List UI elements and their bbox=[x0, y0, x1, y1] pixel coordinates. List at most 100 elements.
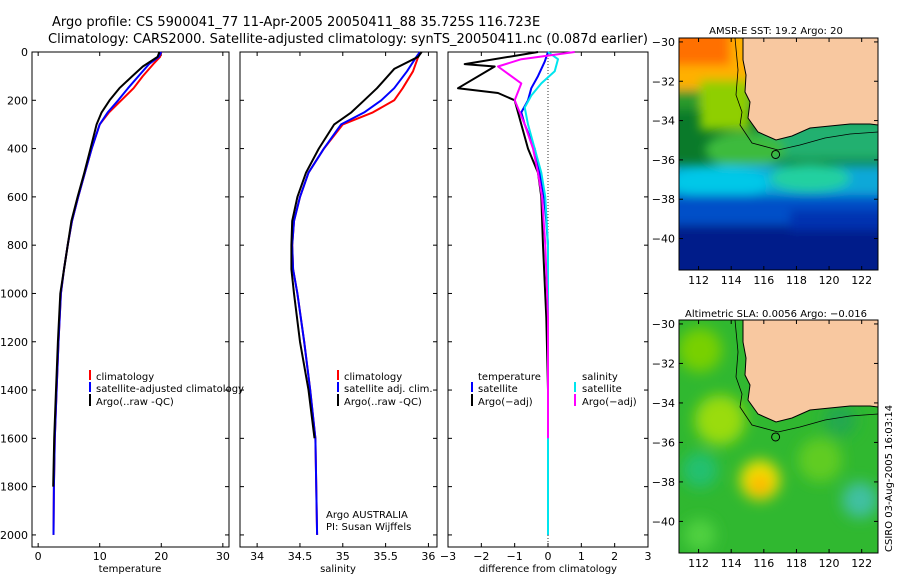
sla-shelf-contour bbox=[734, 320, 878, 433]
temperature-series bbox=[52, 51, 163, 535]
legend-label-temp-satellite: satellite bbox=[478, 384, 518, 395]
salinity-profile-panel: 34 34.5 35 35.5 36 salinity climatology sate… bbox=[239, 51, 438, 575]
legend-temperature-header: temperature bbox=[478, 372, 541, 383]
salinity-x-axis: 34 34.5 35 35.5 36 bbox=[250, 52, 435, 563]
map-y-tick-label: −38 bbox=[652, 193, 675, 206]
sla-map-axes: 112 114 116 118 120 122 −30 −32 −34 −36 −38 −40 bbox=[652, 318, 878, 570]
x-tick-label: 10 bbox=[93, 550, 107, 563]
sla-map-panel: Altimetric SLA: 0.0056 Argo: −0.016 112 1… bbox=[652, 309, 879, 570]
figure-title-line1: Argo profile: CS 5900041_77 11-Apr-2005 … bbox=[52, 15, 540, 30]
x-tick-label: 34.5 bbox=[288, 550, 313, 563]
series-line-temperature-argo-adj- bbox=[457, 51, 549, 487]
argo-float-marker bbox=[771, 432, 781, 442]
y-tick-label: 1000 bbox=[0, 287, 28, 300]
x-tick-label: 35.5 bbox=[373, 550, 398, 563]
figure-title-line2: Climatology: CARS2000. Satellite-adjuste… bbox=[48, 32, 648, 47]
legend-label-temp-argo: Argo(−adj) bbox=[478, 397, 533, 408]
x-tick-label: 36 bbox=[421, 550, 435, 563]
legend-label-satellite: satellite-adjusted climatology bbox=[96, 384, 244, 395]
sst-field bbox=[679, 38, 878, 270]
series-line-satellite-adjusted-climatology bbox=[52, 51, 163, 535]
y-tick-label: 1800 bbox=[0, 481, 28, 494]
sst-map-frame bbox=[678, 37, 879, 271]
temperature-axes-frame bbox=[31, 51, 230, 548]
legend-label-climatology: climatology bbox=[344, 372, 402, 383]
argo-program-label: Argo AUSTRALIA bbox=[326, 510, 408, 521]
legend-label-argo: Argo(..raw -QC) bbox=[96, 397, 174, 408]
y-tick-label: 1600 bbox=[0, 432, 28, 445]
x-tick-label: −2 bbox=[473, 550, 489, 563]
series-line-climatology bbox=[52, 51, 163, 535]
map-x-tick-label: 112 bbox=[688, 274, 709, 287]
y-tick-label: 400 bbox=[7, 143, 28, 156]
sst-map-title: AMSR-E SST: 19.2 Argo: 20 bbox=[709, 26, 843, 37]
legend-label-climatology: climatology bbox=[96, 372, 154, 383]
temperature-legend: climatology satellite-adjusted climatolo… bbox=[89, 370, 244, 408]
legend-label-argo: Argo(..raw -QC) bbox=[344, 397, 422, 408]
y-tick-label: 2000 bbox=[0, 529, 28, 542]
temperature-x-label: temperature bbox=[99, 564, 162, 575]
map-x-tick-label: 116 bbox=[753, 274, 774, 287]
x-tick-label: −3 bbox=[440, 550, 456, 563]
legend-label-sal-satellite: satellite bbox=[582, 384, 622, 395]
map-y-tick-label: −40 bbox=[652, 233, 675, 246]
map-y-tick-label: −32 bbox=[652, 357, 675, 370]
salinity-x-label: salinity bbox=[320, 564, 356, 575]
y-tick-label: 600 bbox=[7, 191, 28, 204]
difference-x-label: difference from climatology bbox=[479, 564, 617, 575]
difference-legend: temperature satellite Argo(−adj) salinit… bbox=[471, 372, 637, 408]
x-tick-label: 2 bbox=[611, 550, 618, 563]
map-y-tick-label: −30 bbox=[652, 36, 675, 49]
map-x-tick-label: 114 bbox=[721, 274, 742, 287]
difference-x-axis: −3 −2 −1 0 1 2 3 bbox=[440, 52, 652, 563]
map-x-tick-label: 122 bbox=[851, 274, 872, 287]
difference-series bbox=[457, 51, 575, 535]
salinity-ticks bbox=[240, 51, 437, 536]
map-x-tick-label: 116 bbox=[753, 557, 774, 570]
sla-map-frame bbox=[678, 319, 879, 554]
y-tick-label: 1200 bbox=[0, 336, 28, 349]
map-y-tick-label: −34 bbox=[652, 115, 675, 128]
map-x-tick-label: 120 bbox=[819, 274, 840, 287]
map-x-tick-label: 120 bbox=[819, 557, 840, 570]
legend-label-sal-argo: Argo(−adj) bbox=[582, 397, 637, 408]
y-tick-label: 800 bbox=[7, 239, 28, 252]
map-y-tick-label: −40 bbox=[652, 515, 675, 528]
series-line-argo-raw-qc- bbox=[52, 51, 161, 487]
salinity-series bbox=[290, 51, 423, 535]
x-tick-label: −1 bbox=[507, 550, 523, 563]
x-tick-label: 1 bbox=[578, 550, 585, 563]
sst-coastline-land bbox=[742, 38, 878, 141]
csiro-timestamp: CSIRO 03-Aug-2005 16:03:14 bbox=[884, 405, 895, 552]
y-tick-label: 200 bbox=[7, 94, 28, 107]
sla-map-title: Altimetric SLA: 0.0056 Argo: −0.016 bbox=[685, 309, 867, 320]
y-tick-label: 1400 bbox=[0, 384, 28, 397]
salinity-legend: climatology satellite adj. clim. Argo(..… bbox=[337, 370, 433, 408]
sst-map-axes: 112 114 116 118 120 122 −30 −32 −34 −36 −38 −40 bbox=[652, 36, 878, 287]
map-x-tick-label: 114 bbox=[721, 557, 742, 570]
x-tick-label: 3 bbox=[645, 550, 652, 563]
map-x-tick-label: 122 bbox=[851, 557, 872, 570]
map-x-tick-label: 118 bbox=[786, 274, 807, 287]
sst-shelf-contour bbox=[734, 38, 878, 151]
argo-float-marker bbox=[771, 149, 781, 159]
map-x-tick-label: 112 bbox=[688, 557, 709, 570]
legend-salinity-header: salinity bbox=[582, 372, 618, 383]
pi-label: PI: Susan Wijffels bbox=[326, 522, 411, 533]
map-y-tick-label: −38 bbox=[652, 476, 675, 489]
temperature-x-axis: 0 10 20 30 bbox=[35, 52, 230, 563]
map-x-tick-label: 118 bbox=[786, 557, 807, 570]
legend-label-satellite: satellite adj. clim. bbox=[344, 384, 433, 395]
temperature-profile-panel: 0 200 400 600 800 1000 1200 1400 1600 1800 2000 0 1… bbox=[0, 46, 244, 575]
difference-ticks bbox=[448, 51, 648, 536]
y-tick-label: 0 bbox=[21, 46, 28, 59]
series-line-argo-raw-qc- bbox=[290, 51, 423, 439]
x-tick-label: 0 bbox=[35, 550, 42, 563]
x-tick-label: 34 bbox=[250, 550, 264, 563]
map-y-tick-label: −34 bbox=[652, 397, 675, 410]
x-tick-label: 0 bbox=[545, 550, 552, 563]
sst-map-panel: AMSR-E SST: 19.2 Argo: 20 112 114 116 118 bbox=[652, 26, 879, 287]
map-y-tick-label: −30 bbox=[652, 318, 675, 331]
series-line-salinity-satellite bbox=[523, 51, 559, 535]
